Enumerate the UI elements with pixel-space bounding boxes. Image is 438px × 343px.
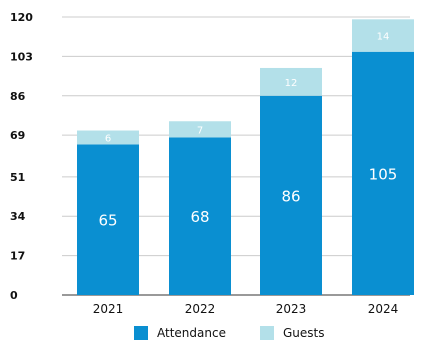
- x-category-label: 2021: [93, 302, 124, 316]
- bar-attendance-2021: [77, 144, 139, 295]
- bar-labels: 65 6 68 7 86 12 105 14: [98, 32, 397, 230]
- data-label-guests-2021: 6: [105, 133, 111, 144]
- data-label-attendance-2022: 68: [190, 208, 209, 226]
- legend-swatch-guests: [260, 326, 274, 340]
- x-category-label: 2024: [368, 302, 399, 316]
- bar-guests-2022: [169, 121, 231, 138]
- data-label-attendance-2021: 65: [98, 212, 117, 230]
- y-tick-label: 86: [10, 90, 26, 103]
- x-category-label: 2022: [185, 302, 216, 316]
- legend-item-guests: Guests: [260, 326, 325, 340]
- data-label-guests-2024: 14: [377, 32, 390, 43]
- legend-item-attendance: Attendance: [134, 326, 226, 340]
- y-tick-label: 69: [10, 129, 25, 142]
- x-category-label: 2023: [276, 302, 307, 316]
- x-axis-categories: 2021 2022 2023 2024: [93, 302, 399, 316]
- bar-attendance-2022: [169, 137, 231, 295]
- legend-swatch-attendance: [134, 326, 148, 340]
- data-label-guests-2022: 7: [197, 125, 203, 136]
- legend-label-attendance: Attendance: [157, 326, 226, 340]
- data-label-attendance-2024: 105: [369, 165, 398, 183]
- y-tick-label: 120: [10, 11, 33, 24]
- data-label-attendance-2023: 86: [281, 187, 300, 205]
- y-tick-label: 34: [10, 210, 26, 223]
- bar-guests-2021: [77, 130, 139, 145]
- legend: Attendance Guests: [0, 326, 438, 342]
- bars: [77, 19, 414, 296]
- bar-guests-2024: [352, 19, 414, 52]
- data-label-guests-2023: 12: [285, 78, 298, 89]
- bar-attendance-2023: [260, 95, 322, 296]
- bar-guests-2023: [260, 67, 322, 96]
- y-tick-label: 17: [10, 250, 25, 263]
- y-tick-label: 0: [10, 289, 18, 302]
- bar-attendance-2024: [352, 51, 414, 295]
- legend-label-guests: Guests: [283, 326, 325, 340]
- y-tick-label: 103: [10, 50, 33, 63]
- y-axis-ticks: 0 17 34 51 69 86 103 120: [10, 11, 33, 302]
- y-tick-label: 51: [10, 171, 25, 184]
